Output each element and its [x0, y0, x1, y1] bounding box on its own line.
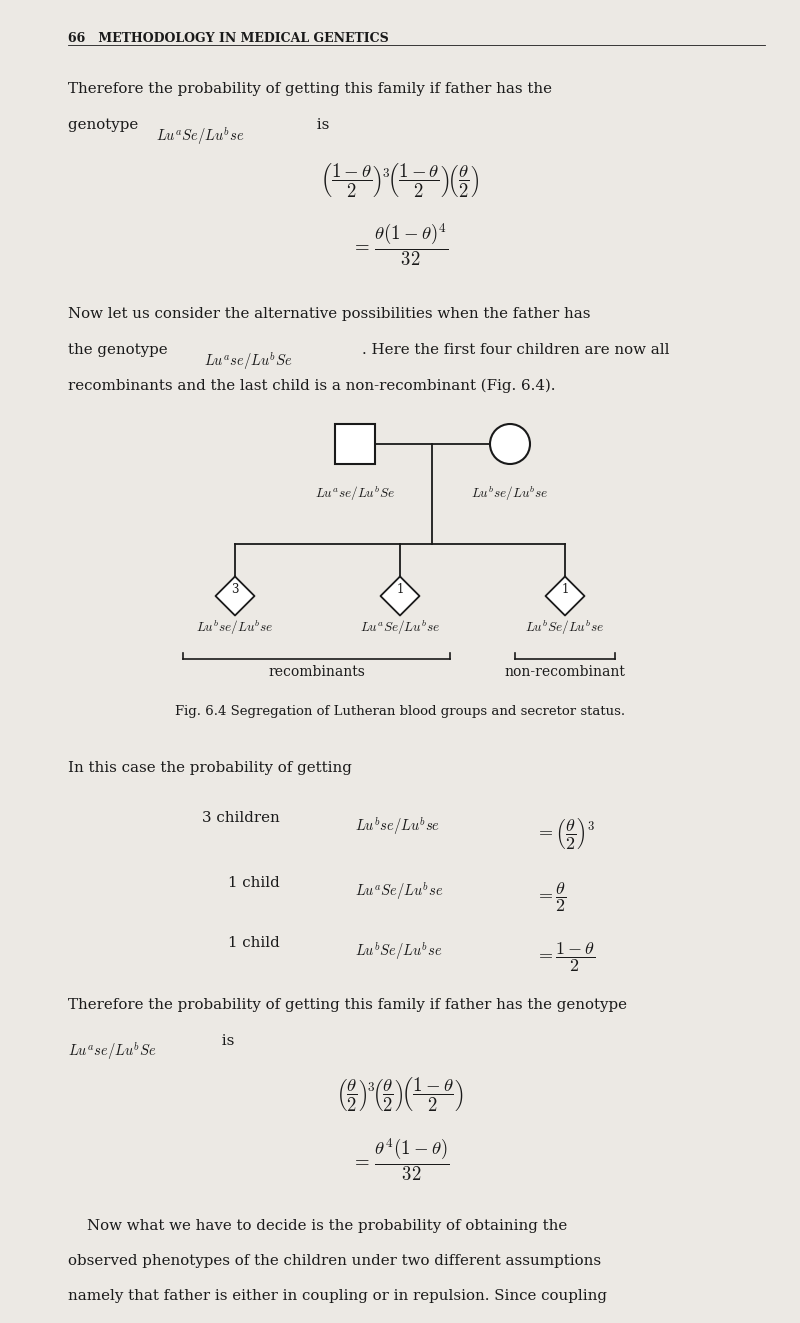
Text: is: is [217, 1035, 234, 1049]
Text: 1 child: 1 child [228, 937, 280, 950]
Text: Fig. 6.4 Segregation of Lutheran blood groups and secretor status.: Fig. 6.4 Segregation of Lutheran blood g… [175, 705, 625, 718]
Text: $Lu^{b}Se/Lu^{b}se$: $Lu^{b}Se/Lu^{b}se$ [526, 618, 605, 636]
Text: $Lu^{a}Se/Lu^{b}se$: $Lu^{a}Se/Lu^{b}se$ [156, 124, 244, 147]
Text: 1: 1 [562, 583, 569, 597]
Text: Now let us consider the alternative possibilities when the father has: Now let us consider the alternative poss… [68, 307, 590, 321]
Polygon shape [381, 577, 419, 615]
Text: $= \dfrac{1-\theta}{2}$: $= \dfrac{1-\theta}{2}$ [535, 941, 595, 974]
Text: 1 child: 1 child [228, 877, 280, 890]
Text: Therefore the probability of getting this family if father has the: Therefore the probability of getting thi… [68, 82, 552, 97]
Text: 66   METHODOLOGY IN MEDICAL GENETICS: 66 METHODOLOGY IN MEDICAL GENETICS [68, 32, 389, 45]
Text: $= \,\dfrac{\theta(1-\theta)^4}{32}$: $= \,\dfrac{\theta(1-\theta)^4}{32}$ [351, 221, 449, 269]
Text: $Lu^{b}se/Lu^{b}se$: $Lu^{b}se/Lu^{b}se$ [355, 815, 440, 837]
Text: the genotype: the genotype [68, 343, 172, 357]
Text: $Lu^{a}Se/Lu^{b}se$: $Lu^{a}Se/Lu^{b}se$ [355, 881, 443, 902]
Text: genotype: genotype [68, 118, 143, 132]
Text: $Lu^{b}Se/Lu^{b}se$: $Lu^{b}Se/Lu^{b}se$ [355, 941, 442, 962]
Text: namely that father is either in coupling or in repulsion. Since coupling: namely that father is either in coupling… [68, 1290, 607, 1303]
Text: observed phenotypes of the children under two different assumptions: observed phenotypes of the children unde… [68, 1254, 601, 1269]
Circle shape [490, 423, 530, 464]
FancyBboxPatch shape [335, 423, 375, 464]
Text: $= \dfrac{\theta}{2}$: $= \dfrac{\theta}{2}$ [535, 881, 566, 914]
Text: $= \left(\dfrac{\theta}{2}\right)^{3}$: $= \left(\dfrac{\theta}{2}\right)^{3}$ [535, 815, 595, 852]
Text: recombinants and the last child is a non-recombinant (Fig. 6.4).: recombinants and the last child is a non… [68, 378, 555, 393]
Polygon shape [215, 577, 254, 615]
Text: recombinants: recombinants [268, 665, 365, 680]
Text: $Lu^{a}se/Lu^{b}Se$: $Lu^{a}se/Lu^{b}Se$ [204, 351, 292, 372]
Text: 3 children: 3 children [202, 811, 280, 826]
Text: In this case the probability of getting: In this case the probability of getting [68, 762, 352, 775]
Text: . Here the first four children are now all: . Here the first four children are now a… [362, 343, 670, 357]
Text: $Lu^{b}se/Lu^{b}se$: $Lu^{b}se/Lu^{b}se$ [471, 484, 549, 503]
Text: $\left(\dfrac{1-\theta}{2}\right)^{\!3}\!\left(\dfrac{1-\theta}{2}\right)\!\left: $\left(\dfrac{1-\theta}{2}\right)^{\!3}\… [321, 161, 479, 198]
Text: $Lu^{a}Se/Lu^{b}se$: $Lu^{a}Se/Lu^{b}se$ [360, 618, 440, 636]
Text: Therefore the probability of getting this family if father has the genotype: Therefore the probability of getting thi… [68, 999, 627, 1012]
Text: non-recombinant: non-recombinant [505, 665, 626, 680]
Text: 1: 1 [396, 583, 404, 597]
Text: 3: 3 [231, 583, 238, 597]
Text: $\left(\dfrac{\theta}{2}\right)^{\!3}\!\left(\dfrac{\theta}{2}\right)\!\left(\df: $\left(\dfrac{\theta}{2}\right)^{\!3}\!\… [336, 1076, 464, 1114]
Text: $Lu^{a}se/Lu^{b}Se$: $Lu^{a}se/Lu^{b}Se$ [68, 1040, 156, 1062]
Text: $= \,\dfrac{\theta^{4}(1-\theta)}{32}$: $= \,\dfrac{\theta^{4}(1-\theta)}{32}$ [351, 1136, 449, 1183]
Text: is: is [312, 118, 330, 132]
Text: $Lu^{b}se/Lu^{b}se$: $Lu^{b}se/Lu^{b}se$ [197, 618, 274, 636]
Text: Now what we have to decide is the probability of obtaining the: Now what we have to decide is the probab… [68, 1220, 567, 1233]
Text: $Lu^{a}se/Lu^{b}Se$: $Lu^{a}se/Lu^{b}Se$ [315, 484, 395, 503]
Polygon shape [546, 577, 585, 615]
